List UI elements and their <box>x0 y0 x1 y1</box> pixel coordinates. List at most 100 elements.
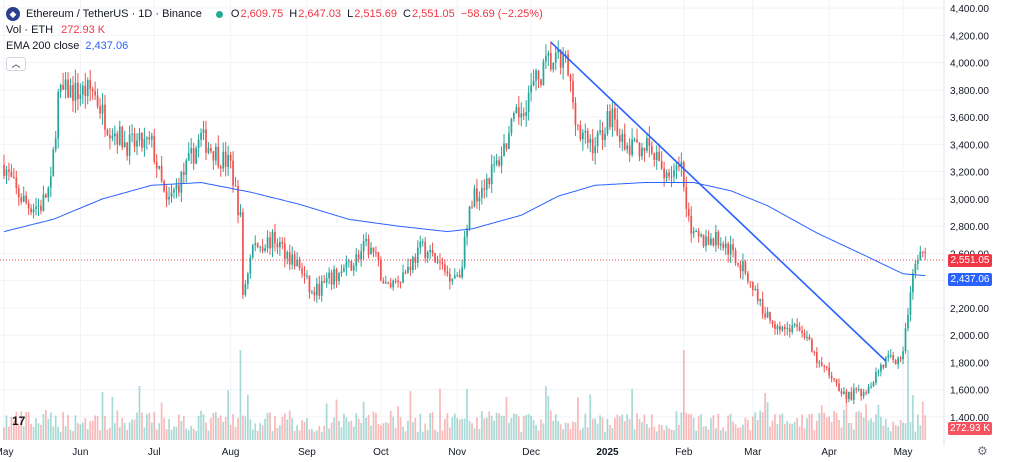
candle-body <box>690 215 693 234</box>
symbol-title[interactable]: Ethereum / TetherUS · 1D · Binance <box>26 7 202 20</box>
candle-body <box>185 160 188 175</box>
candle-body <box>468 206 471 229</box>
candle-body <box>355 254 358 266</box>
volume-bar <box>769 426 771 440</box>
volume-bar <box>404 431 407 440</box>
candle-body <box>12 176 15 178</box>
candle-body <box>601 130 604 141</box>
candle-body <box>779 326 781 331</box>
collapse-legend-button[interactable]: ︿ <box>6 57 26 71</box>
ema-label[interactable]: EMA 200 close <box>6 39 80 52</box>
volume-bar <box>747 419 749 440</box>
volume-bar <box>365 417 367 440</box>
candle-body <box>261 246 264 251</box>
candle-body <box>303 273 306 276</box>
volume-bar <box>45 410 47 440</box>
candle-body <box>591 138 594 154</box>
candle-body <box>695 231 698 233</box>
candle-body <box>227 154 230 167</box>
candle-body <box>540 79 542 86</box>
volume-bar <box>138 385 141 440</box>
volume-bar <box>803 428 806 440</box>
volume-bar <box>434 429 436 440</box>
volume-bar <box>756 420 759 440</box>
candle-body <box>323 281 326 283</box>
candle-body <box>754 288 757 290</box>
volume-bar <box>892 421 895 440</box>
time-tick-label: Feb <box>675 447 693 458</box>
candle-body <box>47 187 50 198</box>
ema-price-tag: 2,437.06 <box>948 273 992 287</box>
volume-bar <box>325 403 328 440</box>
candle-body <box>441 262 444 265</box>
volume-bar <box>453 413 456 440</box>
volume-bar <box>527 413 530 440</box>
volume-bar <box>219 415 222 440</box>
volume-bar <box>259 423 262 440</box>
candle-body <box>424 241 427 259</box>
settings-gear-icon[interactable]: ⚙ <box>977 444 988 458</box>
candle-body <box>54 138 57 150</box>
volume-label[interactable]: Vol · ETH <box>6 23 54 36</box>
tradingview-logo-icon[interactable]: 17 <box>12 414 26 428</box>
time-axis: May Jun Jul Aug Sep Oct Nov Dec 2025 Feb Mar Apr May <box>0 447 913 458</box>
volume-bar <box>823 412 826 440</box>
candle-body <box>42 194 45 211</box>
volume-bar <box>168 419 170 440</box>
volume-bar <box>170 429 173 440</box>
candle-body <box>734 250 737 264</box>
candle-body <box>224 151 227 167</box>
volume-bar <box>865 403 867 440</box>
candle-body <box>62 84 64 90</box>
candle-body <box>333 269 335 285</box>
volume-bar <box>815 420 818 440</box>
candle-body <box>128 134 131 156</box>
candle-body <box>793 324 796 326</box>
volume-bar <box>843 410 845 440</box>
candle-body <box>749 281 752 283</box>
candle-body <box>503 143 505 157</box>
candle-body <box>170 192 173 197</box>
price-tick-label: 1,400.00 <box>950 413 989 424</box>
candle-body <box>705 236 707 246</box>
volume-bar <box>266 412 269 440</box>
candle-body <box>766 311 769 318</box>
candle-body <box>155 161 158 169</box>
candle-body <box>697 231 700 237</box>
volume-bar <box>394 427 397 440</box>
volume-bar <box>690 414 693 440</box>
volume-bar <box>165 429 168 440</box>
volume-bar <box>311 428 313 440</box>
volume-bar <box>175 426 178 440</box>
candle-body <box>574 102 577 125</box>
volume-bar <box>845 390 848 440</box>
candle-body <box>350 261 353 271</box>
volume-bar <box>227 390 230 440</box>
volume-bar <box>330 422 333 440</box>
volume-bar <box>579 429 582 440</box>
volume-bar <box>687 414 690 440</box>
time-tick-label: Oct <box>373 447 389 458</box>
volume-bar <box>498 413 500 440</box>
candle-body <box>801 330 803 334</box>
candle-body <box>517 107 520 118</box>
candle-body <box>180 171 183 193</box>
candle-body <box>739 264 742 272</box>
candle-body <box>222 151 225 169</box>
candle-body <box>806 336 808 338</box>
volume-bar <box>91 420 94 440</box>
candle-body <box>783 326 786 330</box>
candle-body <box>638 142 641 157</box>
candle-body <box>175 185 178 190</box>
volume-bar <box>774 414 776 440</box>
volume-bar <box>40 424 42 440</box>
volume-bar <box>786 421 789 440</box>
volume-bar <box>133 419 136 440</box>
volume-bar <box>367 415 370 440</box>
candle-body <box>5 169 8 176</box>
price-tick-label: 3,600.00 <box>950 113 989 124</box>
candle-body <box>126 142 129 156</box>
volume-bar <box>899 420 902 440</box>
candle-body <box>633 139 636 141</box>
